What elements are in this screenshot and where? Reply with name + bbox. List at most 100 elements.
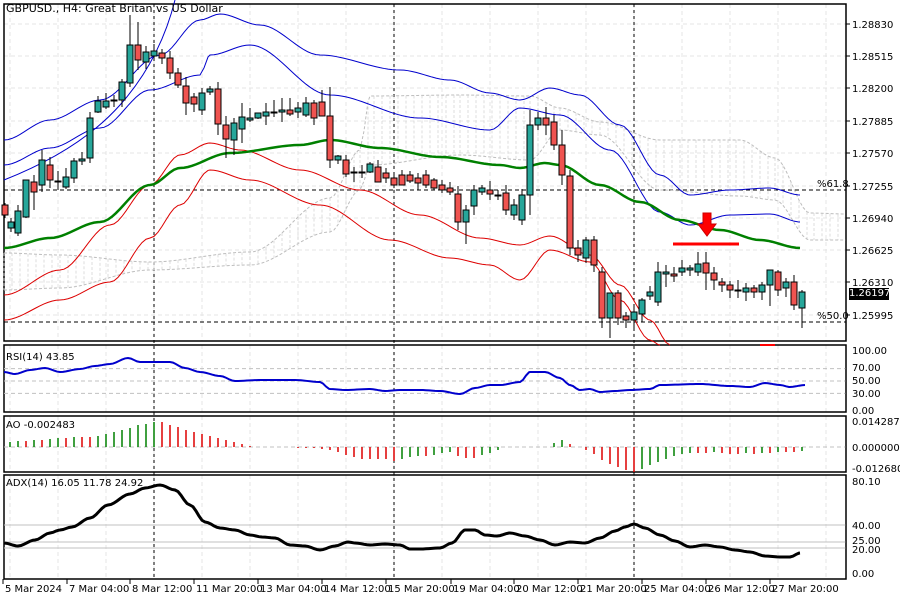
down-arrow-icon xyxy=(697,212,717,237)
bearish-candle xyxy=(430,179,438,189)
price-axis: 1.28830 1.28515 1.28200 1.27885 1.27570 1.272… xyxy=(845,4,893,341)
bullish-candle xyxy=(662,271,670,275)
bearish-candle xyxy=(566,175,574,249)
bullish-candle xyxy=(142,51,150,63)
ao-histogram xyxy=(4,422,846,472)
bullish-candle xyxy=(22,179,30,218)
time-label: 15 Mar 20:00 xyxy=(388,584,455,595)
adx-title: ADX(14) 16.05 11.78 24.92 xyxy=(6,478,144,489)
bullish-candle xyxy=(462,209,470,223)
bullish-candle xyxy=(62,176,70,188)
bullish-candle xyxy=(694,263,702,273)
fib-50-label: %50.0 xyxy=(817,311,849,322)
bearish-candle xyxy=(598,271,606,319)
price-label: 1.28200 xyxy=(852,84,893,95)
bollinger-upper-inner xyxy=(3,44,801,226)
bullish-candle xyxy=(102,100,110,108)
bearish-candle xyxy=(790,281,798,306)
time-label: 20 Mar 12:00 xyxy=(516,584,583,595)
bullish-candle xyxy=(94,100,102,113)
ao-title: AO -0.002483 xyxy=(6,420,76,431)
bearish-candle xyxy=(726,284,734,291)
bullish-candle xyxy=(110,99,118,102)
price-grid xyxy=(4,23,846,316)
bearish-candle xyxy=(214,88,222,125)
bearish-candle xyxy=(342,159,350,175)
bullish-candle xyxy=(350,171,358,174)
adx-panel[interactable] xyxy=(3,474,847,580)
bullish-candle xyxy=(206,88,214,93)
bearish-candle xyxy=(190,96,198,105)
bullish-candle xyxy=(86,117,94,159)
time-label: 8 Mar 12:00 xyxy=(132,584,192,595)
rsi-line xyxy=(3,356,806,396)
red-band-lower xyxy=(3,169,661,346)
bullish-candle xyxy=(294,107,302,113)
chart-title: GBPUSD., H4: Great Britan vs US Dollar xyxy=(6,2,223,15)
candlesticks[interactable] xyxy=(1,15,806,338)
svg-text:0.00: 0.00 xyxy=(852,406,874,417)
ichimoku-cloud xyxy=(3,94,847,291)
bullish-candle xyxy=(358,171,366,174)
price-label: 1.28515 xyxy=(852,52,893,63)
bearish-candle xyxy=(710,272,718,281)
bullish-candle xyxy=(478,187,486,193)
bearish-candle xyxy=(318,101,326,117)
bullish-candle xyxy=(118,81,126,101)
rsi-panel[interactable] xyxy=(3,344,847,413)
time-axis: 5 Mar 2024 7 Mar 04:00 8 Mar 12:00 11 Mar 2… xyxy=(2,578,846,595)
bearish-candle xyxy=(134,44,142,61)
bearish-candle xyxy=(398,174,406,186)
svg-text:20.00: 20.00 xyxy=(852,545,881,556)
price-label: 1.28830 xyxy=(852,20,893,31)
svg-text:0.00: 0.00 xyxy=(852,569,874,580)
bearish-candle xyxy=(486,189,494,195)
svg-text:-0.012680: -0.012680 xyxy=(852,464,900,475)
bearish-candle xyxy=(542,117,550,126)
price-label: 1.27570 xyxy=(852,149,893,160)
bullish-candle xyxy=(238,116,246,130)
bullish-candle xyxy=(38,159,46,186)
bearish-candle xyxy=(574,247,582,256)
bearish-candle xyxy=(166,57,174,74)
adx-line xyxy=(3,483,801,559)
price-label: 1.26940 xyxy=(852,214,893,225)
time-label: 27 Mar 20:00 xyxy=(772,584,839,595)
bearish-candle xyxy=(374,166,382,183)
bearish-candle xyxy=(502,192,510,211)
bullish-candle xyxy=(270,111,278,114)
bullish-candle xyxy=(254,112,262,119)
bullish-candle xyxy=(366,163,374,173)
bullish-candle xyxy=(638,299,646,315)
price-label: 1.26625 xyxy=(852,246,893,257)
bearish-candle xyxy=(174,72,182,86)
bullish-candle xyxy=(302,102,310,116)
bullish-candle xyxy=(654,271,662,303)
bearish-candle xyxy=(550,121,558,146)
svg-text:100.00: 100.00 xyxy=(852,346,887,357)
bearish-candle xyxy=(310,102,318,119)
bullish-candle xyxy=(526,124,534,196)
bullish-candle xyxy=(470,189,478,207)
rsi-title: RSI(14) 43.85 xyxy=(6,352,75,363)
bullish-candle xyxy=(230,122,238,141)
rsi-panel-grid xyxy=(9,345,827,412)
bearish-candle xyxy=(286,109,294,115)
time-label: 25 Mar 04:00 xyxy=(644,584,711,595)
bollinger-upper-outer xyxy=(3,13,801,196)
price-label: 1.27255 xyxy=(852,182,893,193)
svg-text:40.00: 40.00 xyxy=(852,521,881,532)
red-band-upper xyxy=(3,142,671,346)
time-label: 5 Mar 2024 xyxy=(5,584,62,595)
time-label: 14 Mar 12:00 xyxy=(324,584,391,595)
bullish-candle xyxy=(678,267,686,273)
ao-axis: 0.014287 0.000000 -0.012680 xyxy=(845,416,900,475)
bearish-candle xyxy=(30,181,38,193)
bearish-candle xyxy=(46,164,54,181)
bullish-candle xyxy=(534,117,542,126)
bullish-candle xyxy=(742,287,750,293)
bearish-candle xyxy=(1,204,9,216)
bearish-candle xyxy=(734,289,742,292)
bullish-candle xyxy=(70,160,78,179)
